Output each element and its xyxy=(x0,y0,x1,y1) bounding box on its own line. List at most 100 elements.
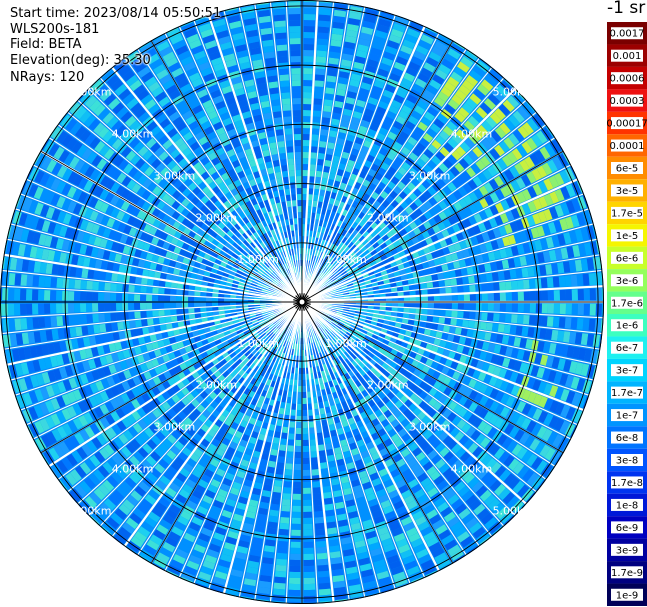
ray-cell xyxy=(316,540,327,548)
ray-cell xyxy=(195,376,204,385)
ray-cell xyxy=(50,303,57,314)
ray-cell xyxy=(358,361,366,369)
ray-cell xyxy=(274,369,280,377)
ray-cell xyxy=(450,343,459,352)
ray-cell xyxy=(495,391,505,402)
ray-cell xyxy=(303,20,316,27)
ray-cell xyxy=(377,347,385,354)
ray-cell xyxy=(383,319,390,325)
ray-cell xyxy=(376,400,385,409)
ray-cell xyxy=(359,332,366,338)
ray-cell xyxy=(463,387,473,397)
ray-cell xyxy=(131,399,141,409)
ray-cell xyxy=(114,531,128,544)
ray-cell xyxy=(186,374,195,383)
ray-cell xyxy=(154,463,166,474)
ray-cell xyxy=(401,433,411,443)
ray-cell xyxy=(277,344,283,352)
ray-cell xyxy=(175,548,189,559)
ray-cell xyxy=(395,458,406,468)
ray-cell xyxy=(358,384,365,393)
ray-cell xyxy=(476,531,490,544)
ray-cell xyxy=(344,358,351,365)
ray-cell xyxy=(553,303,560,314)
ray-cell xyxy=(283,334,288,341)
ray-cell xyxy=(391,378,400,386)
ray-cell xyxy=(129,275,136,284)
ray-cell xyxy=(316,552,328,560)
ray-cell xyxy=(531,476,544,490)
ray-cell xyxy=(347,377,354,385)
ray-cell xyxy=(509,426,520,438)
ray-cell xyxy=(422,461,434,472)
ray-cell xyxy=(290,409,296,416)
ray-cell xyxy=(330,323,336,329)
ray-cell xyxy=(260,568,273,577)
ray-cell xyxy=(186,500,198,510)
ray-cell xyxy=(267,521,278,529)
ray-cell xyxy=(390,419,400,428)
ray-cell xyxy=(256,367,263,375)
ray-cell xyxy=(276,323,282,329)
ray-cell xyxy=(240,392,248,401)
ray-cell xyxy=(276,135,285,142)
ray-cell xyxy=(48,447,60,461)
ray-cell xyxy=(317,158,324,166)
ray-cell xyxy=(258,433,266,441)
ray-cell xyxy=(168,419,179,429)
ray-cell xyxy=(417,493,429,504)
ray-cell xyxy=(213,532,225,542)
ray-cell xyxy=(334,350,341,358)
ray-cell xyxy=(241,589,255,599)
ray-cell xyxy=(324,503,334,511)
ray-cell xyxy=(153,271,161,279)
ray-cell xyxy=(429,330,437,337)
ray-cell xyxy=(366,441,375,450)
ray-cell xyxy=(14,288,21,301)
ray-cell xyxy=(355,364,362,372)
ray-cell xyxy=(310,342,315,349)
ray-cell xyxy=(178,436,188,446)
ray-cell xyxy=(273,319,279,325)
ray-cell xyxy=(329,545,340,553)
ray-cell xyxy=(457,485,470,497)
ray-cell xyxy=(95,506,108,520)
ray-cell xyxy=(371,317,379,322)
ray-cell xyxy=(474,321,481,330)
ray-cell xyxy=(162,380,171,390)
ray-cell xyxy=(303,517,313,524)
ray-cell xyxy=(74,291,81,301)
ray-cell xyxy=(474,392,484,403)
ray-cell xyxy=(364,355,372,362)
ray-cell xyxy=(316,56,327,64)
ray-cell xyxy=(140,311,147,318)
ray-cell xyxy=(351,360,358,367)
ray-cell xyxy=(198,479,209,489)
ray-cell xyxy=(263,326,270,332)
ray-cell xyxy=(283,110,292,117)
ray-cell xyxy=(341,481,351,490)
ray-cell xyxy=(292,206,297,213)
ray-cell xyxy=(282,104,291,111)
ray-cell xyxy=(271,443,279,451)
ray-cell xyxy=(164,302,171,309)
ray-cell xyxy=(314,347,319,355)
ray-cell xyxy=(436,363,445,372)
ray-cell xyxy=(170,461,182,472)
ray-cell xyxy=(87,269,95,279)
ray-cell xyxy=(462,376,472,386)
ray-cell xyxy=(319,407,326,415)
ray-cell xyxy=(225,498,236,508)
ray-cell xyxy=(499,313,506,323)
ray-cell xyxy=(356,323,364,329)
ray-cell xyxy=(343,324,350,329)
ray-cell xyxy=(505,346,513,357)
ray-cell xyxy=(414,387,423,396)
ray-cell xyxy=(248,390,256,398)
ray-cell xyxy=(271,99,281,107)
ray-cell xyxy=(210,505,222,515)
ray-cell xyxy=(373,302,380,306)
ray-cell xyxy=(481,341,490,351)
ray-cell xyxy=(174,456,185,467)
ray-cell xyxy=(260,495,270,504)
